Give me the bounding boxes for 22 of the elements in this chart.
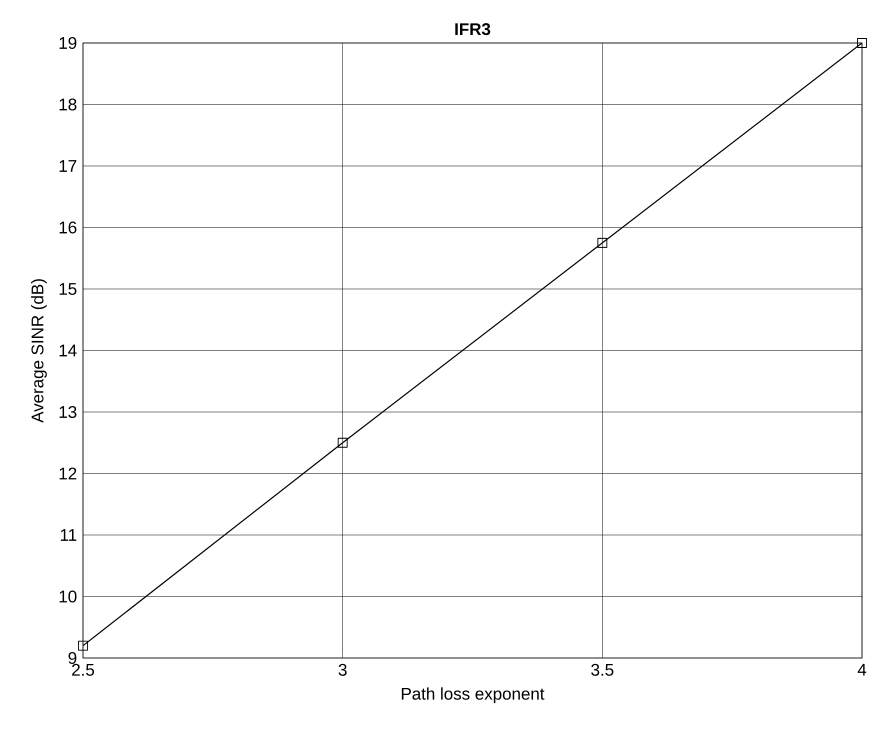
x-tick-label: 3.5 — [591, 664, 614, 676]
y-axis-title: Average SINR (dB) — [31, 279, 47, 423]
chart-title: IFR3 — [455, 23, 490, 36]
point — [857, 38, 867, 48]
x-tick-label: 4 — [858, 664, 866, 676]
y-tick-label: 10 — [60, 590, 76, 602]
y-tick-label: 11 — [60, 529, 76, 541]
y-tick-label: 13 — [60, 406, 76, 418]
point — [78, 640, 88, 651]
y-tick-label: 9 — [68, 652, 76, 664]
x-tick-label: 2.5 — [72, 664, 94, 676]
y-tick-label: 18 — [60, 98, 76, 110]
point — [597, 238, 608, 248]
y-tick-label: 17 — [60, 160, 76, 172]
y-tick-label: 16 — [60, 222, 76, 234]
y-tick-label: 14 — [60, 344, 77, 356]
x-tick-label: 3 — [338, 664, 347, 676]
x-axis-title: Path loss exponent — [402, 687, 544, 704]
point — [338, 438, 348, 448]
y-tick-label: 15 — [60, 283, 76, 295]
y-tick-label: 19 — [60, 36, 76, 49]
y-tick-label: 12 — [60, 468, 76, 480]
